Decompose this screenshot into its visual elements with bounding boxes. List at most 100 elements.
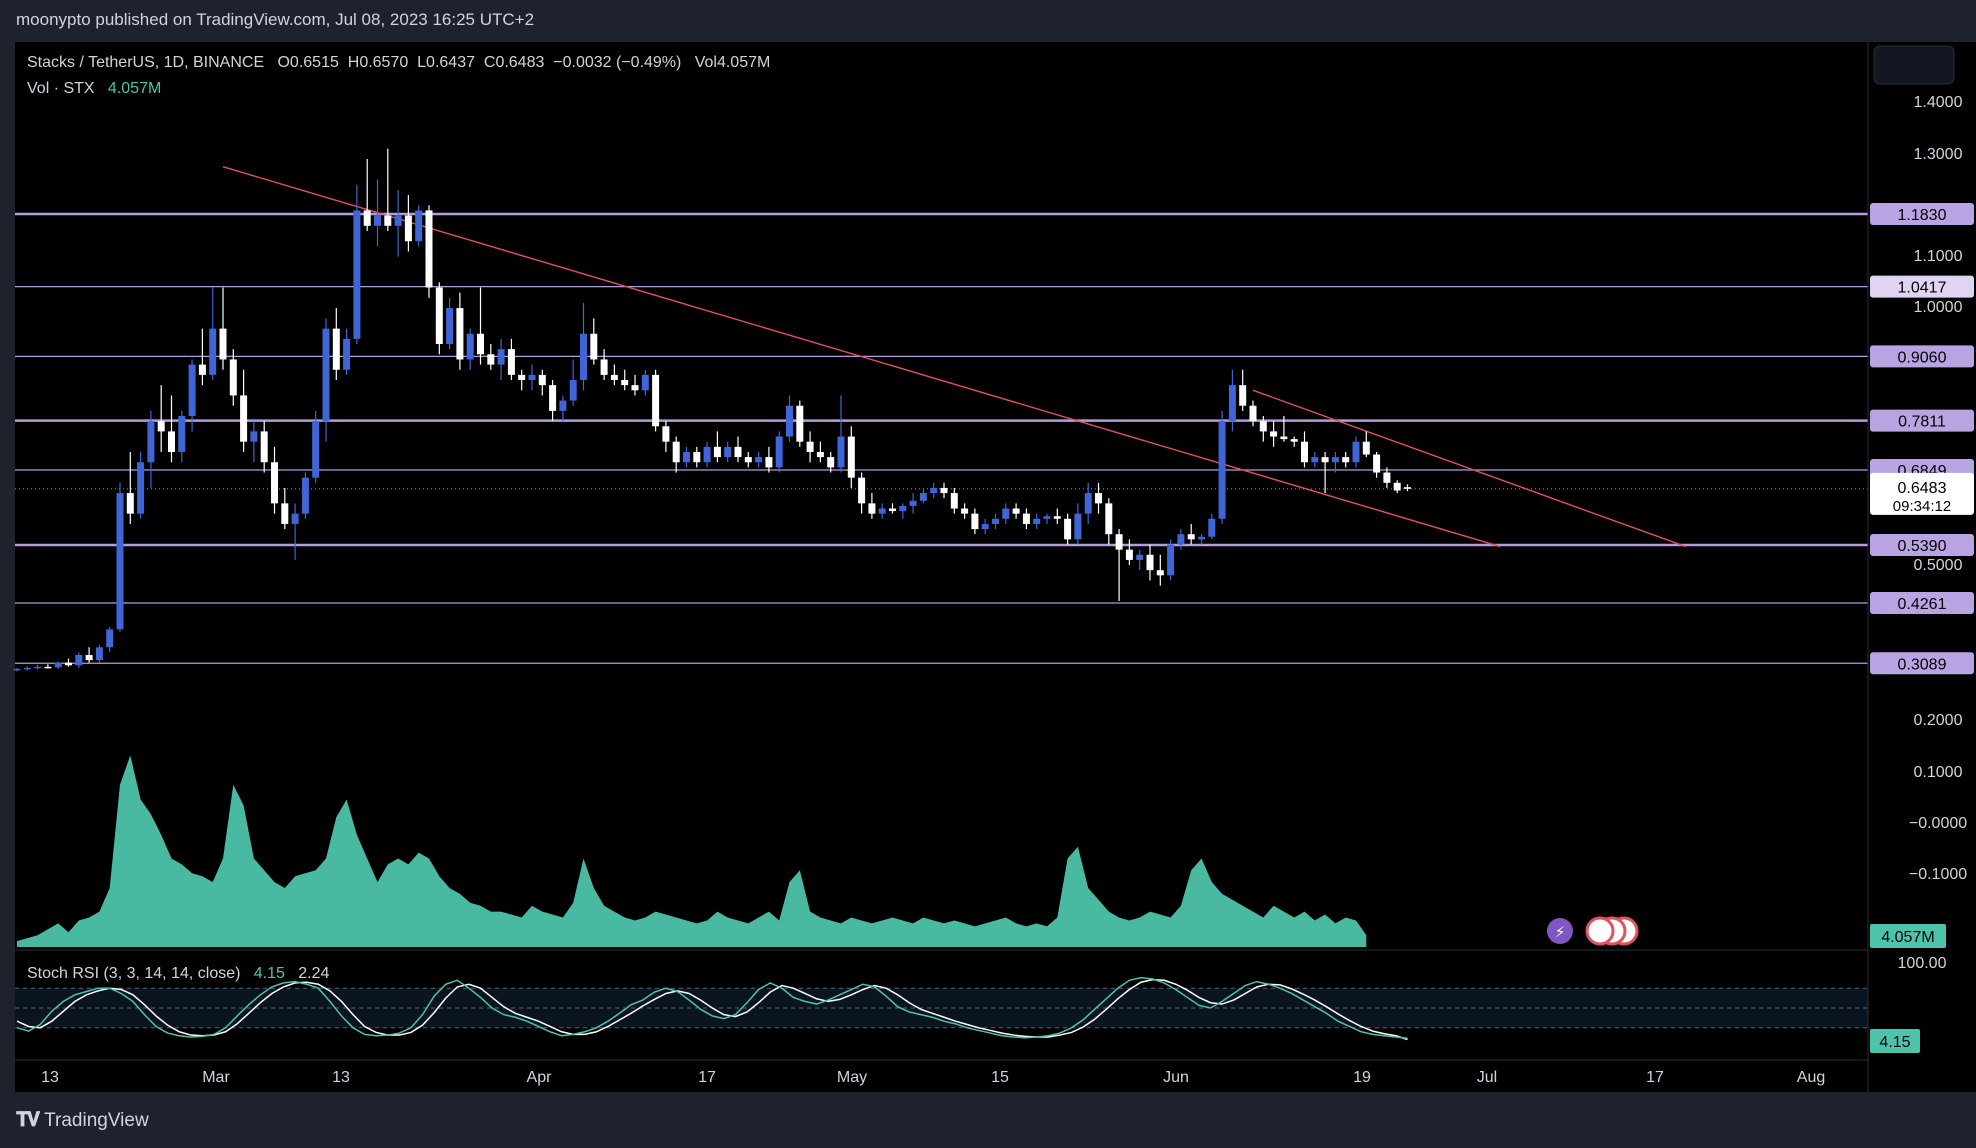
level-label-box xyxy=(1870,652,1974,675)
stoch-d-value: 2.24 xyxy=(298,965,330,982)
candle-body xyxy=(1239,385,1247,406)
candle-body xyxy=(1342,457,1350,463)
candle-body xyxy=(1105,503,1113,535)
candle-body xyxy=(1156,570,1164,576)
candle-body xyxy=(44,666,52,669)
candle-body xyxy=(1177,534,1185,545)
level-label: 0.7811 xyxy=(1898,414,1946,431)
candle-body xyxy=(1125,549,1133,560)
candle-body xyxy=(992,518,999,524)
candle-body xyxy=(847,436,855,478)
price-tick-label: 1.3000 xyxy=(1914,146,1963,163)
candle-body xyxy=(198,364,206,375)
price-tick-label: 0.1000 xyxy=(1914,764,1963,781)
candle-body xyxy=(157,421,165,432)
high-value: 0.6570 xyxy=(359,54,409,71)
candle-body xyxy=(672,441,680,463)
open-value: 0.6515 xyxy=(289,54,339,71)
trendline xyxy=(1252,389,1686,548)
candle-body xyxy=(600,359,608,375)
publish-header: moonypto published on TradingView.com, J… xyxy=(0,0,1976,42)
candle-body xyxy=(930,487,938,494)
candle-body xyxy=(1362,441,1370,455)
candle-body xyxy=(188,364,196,416)
time-tick-label: Mar xyxy=(202,1069,230,1086)
price-tick-label: −0.0000 xyxy=(1909,815,1967,832)
candle-body xyxy=(34,666,42,669)
volume-legend: Vol · STX 4.057M xyxy=(27,80,161,98)
candle-body xyxy=(734,446,742,458)
candle-body xyxy=(209,328,217,375)
candle-body xyxy=(394,215,402,226)
candle-body xyxy=(950,493,958,509)
candle-body xyxy=(384,215,392,226)
candle-body xyxy=(765,457,773,468)
candle-body xyxy=(1053,516,1061,519)
candle-body xyxy=(816,451,824,458)
candle-body xyxy=(693,451,701,463)
stoch-k-value: 4.15 xyxy=(253,965,285,982)
candle-body xyxy=(425,210,433,288)
candle-body xyxy=(1383,472,1391,483)
candle-body xyxy=(1270,431,1278,437)
volume-series-label[interactable]: Vol · STX xyxy=(27,80,95,97)
change-value: −0.0032 (−0.49%) xyxy=(553,54,682,71)
candle-body xyxy=(1218,421,1226,519)
candle-body xyxy=(641,374,649,391)
footer-bar: 𝐓𝐕 TradingView xyxy=(0,1092,1976,1148)
level-label-box xyxy=(1870,203,1974,225)
ohlc-legend: Stacks / TetherUS, 1D, BINANCE O0.6515 H… xyxy=(27,54,771,71)
candle-body xyxy=(1321,457,1329,463)
price-tick-label: 1.4000 xyxy=(1914,94,1963,111)
level-label-box xyxy=(1870,275,1974,298)
candle-body xyxy=(1012,508,1020,514)
trendlines xyxy=(222,166,1686,548)
level-label-box xyxy=(1870,345,1974,368)
candle-body xyxy=(301,477,309,514)
candle-body xyxy=(415,210,423,242)
candle-body xyxy=(652,374,660,427)
time-tick-label: 15 xyxy=(991,1069,1009,1086)
close-value: 0.6483 xyxy=(495,54,545,71)
candle-body xyxy=(13,668,21,671)
volume-axis-label: 4.057M xyxy=(1881,929,1934,946)
candle-body xyxy=(796,405,804,442)
candle-body xyxy=(332,328,340,370)
price-tick-label: 0.2000 xyxy=(1914,712,1963,729)
candle-body xyxy=(456,308,464,360)
volume-label-box xyxy=(1870,924,1946,948)
candle-body xyxy=(54,662,62,668)
stoch-axis-value: 4.15 xyxy=(1879,1034,1910,1051)
stoch-rsi-label[interactable]: Stoch RSI (3, 3, 14, 14, close) xyxy=(27,965,241,982)
candle-body xyxy=(1373,454,1381,473)
candle-body xyxy=(919,493,927,501)
candle-body xyxy=(75,654,83,666)
candle-body xyxy=(1208,518,1216,537)
candle-body xyxy=(219,328,227,360)
settings-box xyxy=(1873,45,1955,85)
tradingview-brand[interactable]: 𝐓𝐕 TradingView xyxy=(16,1109,149,1132)
price-tick-label: 0.5000 xyxy=(1914,557,1963,574)
stoch-d-line xyxy=(16,978,1408,1041)
stoch-band xyxy=(15,988,1868,1028)
candle-body xyxy=(271,462,278,504)
candle-body xyxy=(755,457,763,463)
stoch-legend: Stoch RSI (3, 3, 14, 14, close) 4.15 2.2… xyxy=(27,965,329,983)
candle-body xyxy=(363,210,371,226)
candle-body xyxy=(518,374,526,381)
candle-body xyxy=(1084,493,1092,514)
candle-body xyxy=(744,457,752,463)
candle-body xyxy=(631,385,639,391)
brand-name: TradingView xyxy=(44,1109,149,1131)
price-tick-label: −0.1000 xyxy=(1909,866,1967,883)
price-tick-label: 1.1000 xyxy=(1914,248,1963,265)
candle-body xyxy=(126,493,134,514)
symbol-name[interactable]: Stacks / TetherUS, 1D, BINANCE xyxy=(27,54,265,71)
candle-body xyxy=(837,436,845,468)
stoch-tick-label: 100.00 xyxy=(1898,955,1947,972)
level-label: 1.1830 xyxy=(1898,207,1947,224)
candle-body xyxy=(229,359,237,396)
candle-body xyxy=(65,662,72,666)
candle-body xyxy=(806,441,814,452)
chart-area[interactable]: 1.4000 1.3000 1.1000 1.0000 0.5000 0.2000 0.10… xyxy=(0,0,1976,1092)
